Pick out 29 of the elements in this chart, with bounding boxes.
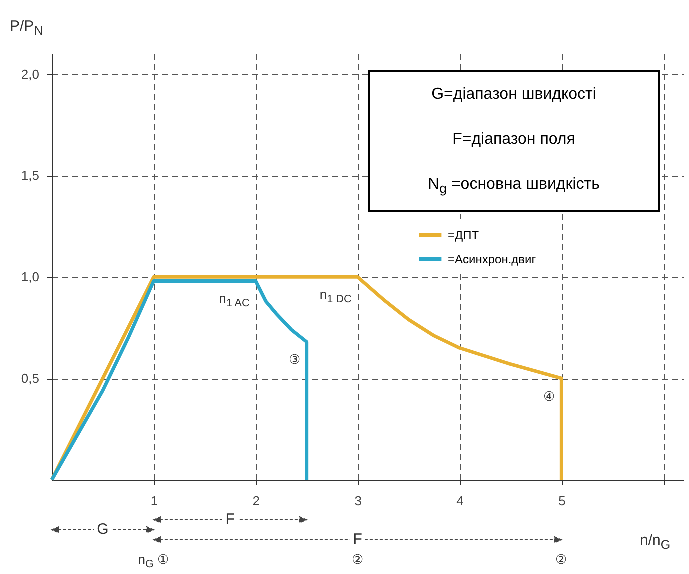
legend-label: =ДПТ — [448, 228, 480, 242]
annotation: F=діапазон поля — [452, 130, 576, 149]
text: G — [94, 521, 112, 538]
annotation: n$_{1 DC}$ — [320, 287, 352, 306]
legend-label: =Асинхрон.двиг — [448, 252, 537, 266]
text: n$_{G}$ ① — [138, 552, 170, 571]
x-tick-label: 3 — [354, 494, 362, 508]
text-box: G=діапазон швидкості F=діапазон поля N$_{g}$ =основна швидкість — [368, 70, 660, 212]
y-axis-title: P/P$_{N}$ — [10, 18, 44, 38]
x-tick-label: 4 — [456, 494, 464, 508]
annotation: ④ — [544, 388, 556, 404]
y-tick-label: 1,5 — [21, 168, 40, 184]
text: F — [350, 531, 366, 548]
x-tick-label: 2 — [252, 494, 260, 508]
line-series — [50, 275, 564, 482]
text: ② — [556, 552, 568, 567]
annotation: N$_{g}$ =основна швидкість — [428, 176, 600, 196]
x-tick-label: 1 — [150, 494, 158, 508]
y-tick-label: 1,0 — [21, 270, 40, 285]
annotation: G=діапазон швидкості — [432, 86, 596, 104]
text: ② — [352, 552, 364, 567]
x-axis-title: n/n$_{G}$ — [640, 532, 671, 552]
line-series — [50, 279, 309, 482]
x-tick-label: 5 — [558, 494, 566, 508]
annotation: ③ — [288, 352, 301, 368]
y-tick-label: 2,0 — [21, 66, 40, 82]
annotation: n$_{1 AC}$ — [219, 291, 250, 310]
text: F — [222, 511, 238, 528]
y-tick-label: 0,5 — [21, 371, 40, 386]
